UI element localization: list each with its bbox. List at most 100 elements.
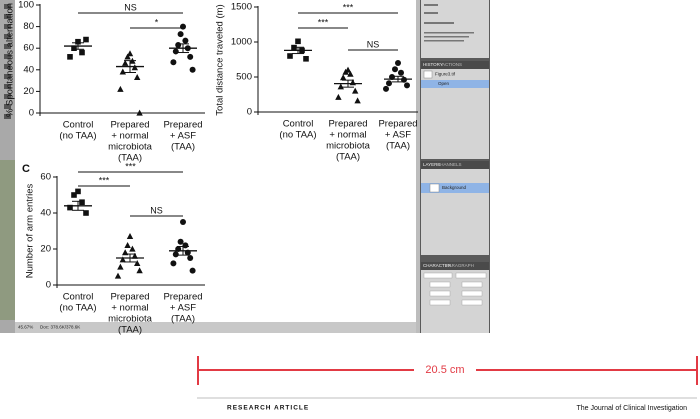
point <box>383 85 389 92</box>
point <box>395 60 401 66</box>
x-tick-label: (TAA) <box>171 142 195 153</box>
layer-thumb <box>429 183 440 193</box>
info-panel <box>421 0 489 58</box>
doc-size: Doc: 378.6K/378.6K <box>40 325 80 330</box>
point <box>175 41 182 48</box>
significance-label: *** <box>318 17 329 27</box>
significance-label: * <box>155 17 159 27</box>
x-tick-label: Control <box>283 119 314 130</box>
layers-panel <box>421 169 489 255</box>
y-tick-label: 40 <box>40 208 51 219</box>
journal-name: The Journal of Clinical Investigation <box>576 405 687 412</box>
scrollbar[interactable] <box>416 0 420 333</box>
point <box>67 54 73 60</box>
layers-header <box>421 161 489 169</box>
layer-name[interactable]: Background <box>442 185 467 190</box>
point <box>114 272 122 279</box>
point <box>180 23 186 30</box>
point <box>79 49 85 56</box>
point <box>136 267 143 274</box>
error-bar <box>72 200 84 211</box>
history-selected[interactable] <box>421 80 489 88</box>
x-tick-label: Prepared <box>378 119 417 130</box>
point <box>117 85 124 92</box>
point <box>189 267 196 274</box>
point <box>126 233 134 239</box>
tab[interactable]: CHARACTER <box>423 263 452 268</box>
error-bar <box>177 43 189 54</box>
x-tick-label: (no TAA) <box>59 131 96 142</box>
point <box>354 97 361 104</box>
tab[interactable]: LAYERS <box>423 162 440 167</box>
point <box>335 93 342 100</box>
x-tick-label: Control <box>63 120 94 131</box>
point <box>136 109 143 116</box>
info-lines <box>424 4 474 42</box>
point <box>287 53 293 59</box>
significance-label: *** <box>99 175 110 185</box>
point <box>187 53 194 60</box>
error-bar <box>342 79 354 88</box>
character-header <box>421 262 489 270</box>
point <box>119 68 126 75</box>
y-tick-label: 20 <box>23 86 34 97</box>
layer-row[interactable] <box>421 183 489 193</box>
tool-icons <box>4 4 11 119</box>
point <box>386 80 392 87</box>
x-tick-label: + normal <box>111 131 148 142</box>
background-image <box>0 160 15 320</box>
point <box>180 219 186 225</box>
point <box>404 82 410 89</box>
point <box>352 87 359 94</box>
point <box>342 68 349 75</box>
x-tick-label: + ASF <box>170 131 196 142</box>
point <box>182 37 189 44</box>
y-tick-label: 40 <box>23 64 34 75</box>
tab[interactable]: HISTORY <box>423 62 443 67</box>
point <box>75 38 81 45</box>
x-tick-label: Prepared <box>163 292 202 303</box>
point <box>303 56 309 62</box>
y-axis-title: Number of arm entries <box>25 184 36 279</box>
panel-label: C <box>22 163 30 175</box>
point <box>117 263 124 270</box>
x-tick-label: Prepared <box>110 120 149 131</box>
point <box>177 238 184 245</box>
x-tick-label: microbiota <box>108 314 153 325</box>
x-tick-label: (no TAA) <box>59 303 96 314</box>
status-bar <box>15 322 416 333</box>
y-tick-label: 0 <box>29 108 34 119</box>
y-tick-label: 1000 <box>231 37 252 48</box>
x-tick-label: microbiota <box>108 142 153 153</box>
point <box>170 260 177 267</box>
error-bar <box>392 75 404 83</box>
point <box>172 251 179 258</box>
tab[interactable]: ACTIONS <box>442 62 462 67</box>
point <box>124 242 131 248</box>
point <box>67 204 73 211</box>
y-axis-title: % Spontaneous alternation <box>5 3 16 117</box>
point <box>75 188 81 195</box>
tab[interactable]: PARAGRAPH <box>446 263 474 268</box>
y-tick-label: 500 <box>236 72 252 83</box>
tab[interactable]: CHANNELS <box>437 162 462 167</box>
x-tick-label: (no TAA) <box>279 130 316 141</box>
significance-label: NS <box>124 2 137 12</box>
error-bar <box>177 245 189 256</box>
point <box>172 48 179 55</box>
history-item[interactable]: Figure3.tif <box>435 72 456 77</box>
significance-label: NS <box>150 205 163 215</box>
point <box>177 31 184 38</box>
point <box>340 74 347 81</box>
x-tick-label: (TAA) <box>118 325 142 336</box>
x-tick-label: Prepared <box>328 119 367 130</box>
point <box>392 66 398 73</box>
article-type: RESEARCH ARTICLE <box>227 405 309 412</box>
history-item[interactable]: Open <box>438 81 450 86</box>
significance-label: *** <box>125 161 136 171</box>
point <box>401 76 407 83</box>
character-fields <box>423 272 487 306</box>
point <box>83 210 89 216</box>
